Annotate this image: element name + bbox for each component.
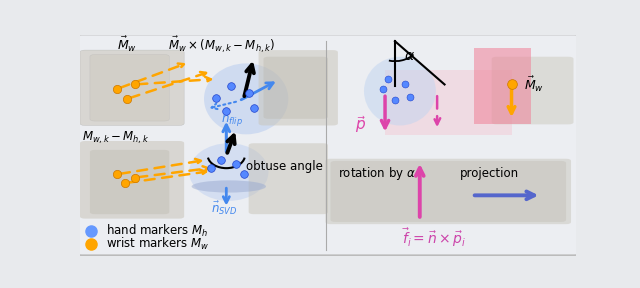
FancyBboxPatch shape [80, 50, 184, 126]
Text: $M_{w,k} - M_{h,k}$: $M_{w,k} - M_{h,k}$ [83, 130, 150, 146]
FancyBboxPatch shape [80, 141, 184, 219]
FancyBboxPatch shape [326, 159, 571, 224]
FancyBboxPatch shape [474, 48, 531, 124]
FancyBboxPatch shape [264, 57, 328, 119]
Ellipse shape [189, 143, 269, 201]
Text: $\vec{n}_{flip}$: $\vec{n}_{flip}$ [221, 110, 243, 129]
Text: $\vec{f}_i = \vec{n} \times \vec{p}_i$: $\vec{f}_i = \vec{n} \times \vec{p}_i$ [403, 226, 467, 249]
FancyBboxPatch shape [90, 54, 169, 121]
Text: wrist markers $M_w$: wrist markers $M_w$ [106, 236, 209, 252]
Text: $\vec{p}$: $\vec{p}$ [355, 114, 366, 135]
Ellipse shape [204, 63, 288, 134]
FancyBboxPatch shape [492, 57, 573, 124]
FancyBboxPatch shape [248, 143, 328, 214]
Ellipse shape [191, 180, 266, 193]
Text: $\vec{M}_w$: $\vec{M}_w$ [524, 75, 544, 94]
Text: hand markers $M_h$: hand markers $M_h$ [106, 223, 208, 239]
Text: $\vec{M}_w$: $\vec{M}_w$ [117, 35, 137, 54]
FancyBboxPatch shape [75, 35, 581, 255]
Ellipse shape [364, 57, 436, 126]
FancyBboxPatch shape [385, 70, 511, 135]
Text: projection: projection [460, 167, 519, 180]
FancyBboxPatch shape [90, 150, 169, 214]
Text: $\vec{n}_{SVD}$: $\vec{n}_{SVD}$ [211, 200, 238, 217]
Text: rotation by $\alpha$: rotation by $\alpha$ [338, 165, 415, 182]
Text: obtuse angle: obtuse angle [246, 160, 323, 173]
FancyBboxPatch shape [259, 50, 338, 126]
FancyBboxPatch shape [330, 161, 566, 222]
Text: $\alpha$: $\alpha$ [404, 49, 415, 62]
Text: $\vec{M}_w \times (M_{w,k} - M_{h,k})$: $\vec{M}_w \times (M_{w,k} - M_{h,k})$ [168, 34, 275, 55]
